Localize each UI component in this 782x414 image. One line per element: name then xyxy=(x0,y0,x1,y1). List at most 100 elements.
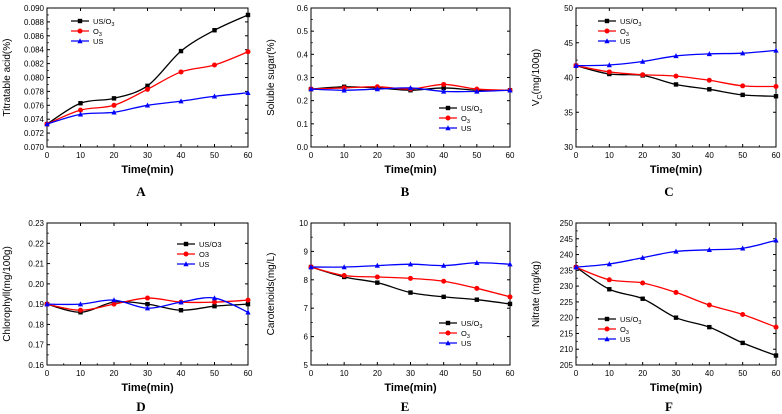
x-tick-label: 20 xyxy=(110,369,119,378)
data-point xyxy=(474,297,480,302)
legend-label: O3 xyxy=(620,325,629,336)
x-axis-label: Time(min) xyxy=(650,382,703,394)
y-tick-label: 210 xyxy=(560,345,574,354)
data-point xyxy=(178,48,184,54)
data-point xyxy=(245,301,251,307)
legend-label-subscript: 3 xyxy=(479,324,482,330)
y-tick-label: 0.076 xyxy=(24,101,45,110)
legend-marker xyxy=(604,326,610,332)
x-tick-label: 0 xyxy=(574,369,579,378)
data-point xyxy=(507,87,513,93)
data-point xyxy=(245,49,251,55)
x-tick-label: 10 xyxy=(76,151,85,160)
data-point xyxy=(573,264,579,270)
x-tick-label: 40 xyxy=(439,369,448,378)
legend-label: US xyxy=(620,37,630,46)
data-point xyxy=(673,289,679,295)
legend-label: US/O3 xyxy=(93,17,114,28)
series-o3 xyxy=(573,264,779,330)
data-point xyxy=(408,290,413,295)
x-tick-label: 40 xyxy=(439,151,448,160)
y-tick-label: 0.082 xyxy=(24,60,45,69)
y-tick-label: 7 xyxy=(304,304,309,313)
y-tick-label: 9 xyxy=(304,247,309,256)
y-axis-label: Carotenoids(mg/L) xyxy=(266,253,277,336)
x-tick-label: 60 xyxy=(772,369,781,378)
x-tick-label: 20 xyxy=(110,151,119,160)
data-point xyxy=(375,280,380,285)
legend-label-subscript: 3 xyxy=(99,32,102,38)
x-tick-label: 60 xyxy=(244,369,253,378)
data-point xyxy=(740,50,746,56)
data-point xyxy=(145,83,150,89)
y-tick-label: 0.17 xyxy=(28,341,44,350)
data-point xyxy=(606,261,612,267)
data-point xyxy=(606,277,612,283)
legend-marker xyxy=(445,320,451,326)
plot-frame xyxy=(310,7,511,148)
x-tick-label: 60 xyxy=(506,151,515,160)
x-axis-label: Time(min) xyxy=(121,164,174,176)
y-tick-label: 5 xyxy=(304,361,309,370)
data-point xyxy=(245,309,251,315)
x-tick-label: 10 xyxy=(605,151,614,160)
data-point xyxy=(211,93,218,99)
y-axis-label: Nitrate (mg/kg) xyxy=(531,261,542,327)
data-point xyxy=(245,297,251,303)
data-point xyxy=(408,275,413,281)
y-tick-label: 0.5 xyxy=(297,27,309,36)
data-point xyxy=(740,312,746,318)
x-tick-label: 60 xyxy=(244,151,253,160)
x-tick-label: 30 xyxy=(672,151,681,160)
x-tick-label: 10 xyxy=(76,369,85,378)
data-point xyxy=(773,94,779,99)
data-point xyxy=(740,83,746,89)
y-tick-label: 0.16 xyxy=(28,361,44,370)
y-tick-label: 6 xyxy=(304,333,309,342)
data-point xyxy=(78,101,83,106)
x-tick-label: 30 xyxy=(672,369,681,378)
data-point xyxy=(441,278,447,284)
legend-marker xyxy=(183,241,189,247)
legend-label: US xyxy=(620,335,630,344)
y-tick-label: 0.21 xyxy=(28,260,44,269)
data-point xyxy=(607,287,612,292)
series-line xyxy=(46,92,249,125)
y-tick-label: 35 xyxy=(564,108,573,117)
data-point xyxy=(341,273,347,279)
y-tick-label: 0.20 xyxy=(28,280,44,289)
x-tick-label: 0 xyxy=(309,369,314,378)
data-point xyxy=(245,89,251,95)
data-point xyxy=(178,299,184,305)
data-point xyxy=(145,86,150,92)
data-point xyxy=(606,62,612,68)
legend-label: O3 xyxy=(199,250,209,259)
x-tick-label: 40 xyxy=(705,369,714,378)
panel-label: A xyxy=(136,184,146,199)
data-point xyxy=(308,264,314,270)
data-point xyxy=(111,109,117,115)
data-point xyxy=(374,86,380,92)
y-tick-label: 0.3 xyxy=(297,74,309,83)
data-point xyxy=(341,264,347,270)
series-us-o3 xyxy=(44,12,251,127)
series-line xyxy=(575,65,777,97)
x-tick-label: 50 xyxy=(472,369,481,378)
series-us xyxy=(573,47,779,68)
chart-panel-c: 0 10 20 30 40 50 60 30 35 40 45 50 Time(min) VC(mg/10… xyxy=(531,4,781,199)
data-point xyxy=(44,121,50,127)
data-point xyxy=(673,248,679,254)
y-tick-label: 0.078 xyxy=(24,87,45,96)
data-point xyxy=(77,301,84,307)
x-tick-label: 50 xyxy=(472,151,481,160)
data-point xyxy=(706,247,712,253)
series-us-o3 xyxy=(308,264,513,307)
series-us xyxy=(308,85,513,94)
panel-label: E xyxy=(401,399,410,414)
legend-label: US xyxy=(461,339,471,348)
legend-label: O3 xyxy=(461,114,470,125)
legend-label: US xyxy=(93,37,103,46)
data-point xyxy=(706,302,712,308)
legend-label-subscript: 3 xyxy=(626,32,629,38)
